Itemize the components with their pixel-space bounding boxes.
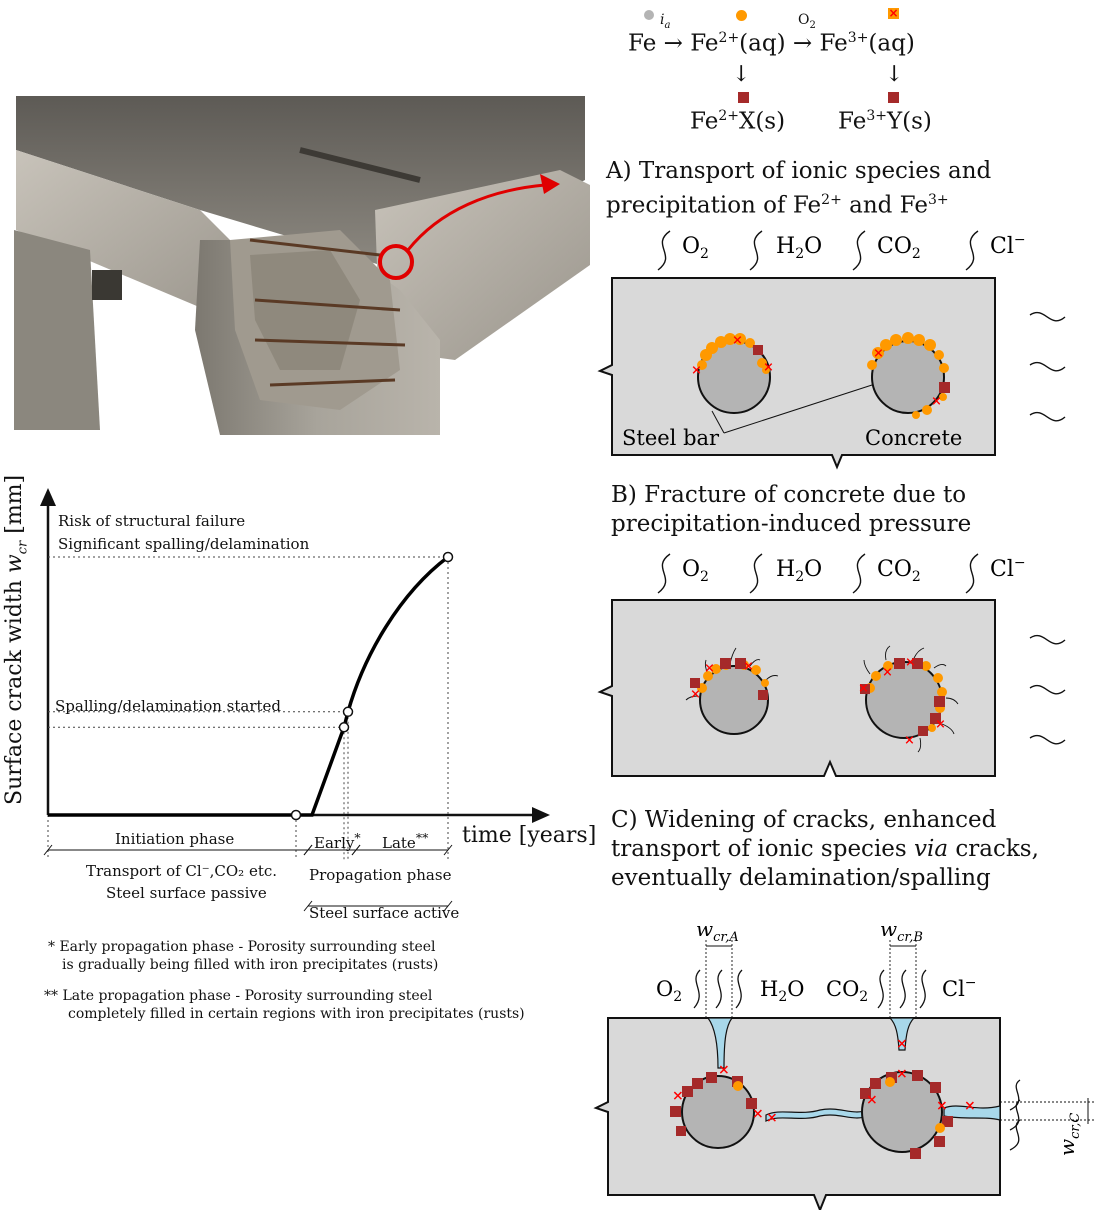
svg-text:×: ×	[858, 681, 869, 696]
flux-arrow-3	[852, 230, 866, 271]
svg-text:×: ×	[896, 1066, 908, 1082]
species-cl: Cl−	[990, 232, 1026, 259]
svg-text:×: ×	[905, 655, 916, 670]
svg-text:×: ×	[743, 659, 754, 674]
species-co2: CO2	[877, 234, 921, 262]
svg-text:Cl−: Cl−	[942, 975, 977, 1001]
curve-marker-1	[338, 722, 350, 733]
species-cl-b: Cl−	[990, 555, 1026, 582]
fe2-solid-square-icon	[738, 92, 749, 103]
curve-marker-0	[290, 809, 302, 821]
flux-arrow-4	[965, 230, 979, 271]
flux-arrow-1	[657, 230, 671, 271]
phase-early: Early*	[314, 830, 361, 852]
panel-a-diagram: O2 H2O CO2 Cl− × × × × × Steel bar Concrete	[597, 230, 1066, 470]
fe3-solid-label: Fe3+Y(s)	[838, 108, 932, 135]
side-flux-2	[1029, 362, 1066, 372]
reaction-line-1: Fe → Fe2+(aq) → Fe3+(aq)	[628, 30, 915, 57]
label-steel-bar: Steel bar	[622, 426, 720, 450]
svg-text:×: ×	[904, 733, 915, 748]
crack-width-chart	[40, 488, 550, 912]
panel-a-title: A) Transport of ionic species and precip…	[606, 158, 992, 219]
svg-text:×: ×	[766, 1110, 778, 1126]
initiation-phase-line-tick	[43, 844, 53, 856]
concrete-block	[597, 277, 996, 470]
svg-text:×: ×	[964, 1098, 976, 1114]
bridge-photo	[14, 96, 590, 435]
label-concrete: Concrete	[865, 426, 962, 450]
side-flux-3	[1029, 412, 1066, 422]
svg-text:CO2: CO2	[826, 977, 868, 1005]
x-axis-arrowhead	[532, 807, 550, 823]
svg-text:×: ×	[718, 1062, 730, 1078]
propagation-phase-line-tick	[443, 900, 453, 912]
y-axis-label: Surface crack width wcr [mm]	[2, 474, 31, 805]
fe-gray-dot-icon	[644, 10, 654, 20]
fe2-orange-dot-icon	[736, 10, 747, 21]
phase-late: Late**	[382, 830, 429, 852]
species-h2o: H2O	[776, 234, 822, 262]
fe3-marker-icon: ×	[888, 6, 899, 20]
svg-text:×: ×	[691, 363, 702, 378]
annotation-spalling-started: Spalling/delamination started	[55, 697, 282, 715]
o2-label: O2	[798, 12, 816, 31]
reaction-scheme: × ia O2 Fe → Fe2+(aq) → Fe3+(aq) ↓ ↓ Fe2…	[600, 0, 960, 150]
svg-text:×: ×	[672, 1088, 684, 1104]
svg-text:×: ×	[752, 1106, 764, 1122]
svg-text:×: ×	[763, 360, 774, 375]
svg-text:×: ×	[866, 1092, 878, 1108]
svg-text:H2O: H2O	[760, 977, 804, 1005]
fe2-solid-label: Fe2+X(s)	[690, 108, 786, 135]
propagation-phase-line-tick	[303, 900, 313, 912]
propagation-label: Propagation phase	[309, 866, 452, 884]
svg-text:×: ×	[896, 1036, 908, 1052]
fe3-solid-square-icon	[888, 92, 899, 103]
annotation-risk: Risk of structural failure	[58, 512, 246, 530]
panel-c-title: C) Widening of cracks, enhanced transpor…	[611, 807, 1039, 891]
footnote-early: * Early propagation phase - Porosity sur…	[48, 939, 439, 973]
phase-initiation: Initiation phase	[115, 830, 235, 848]
x-axis-label: time [years]	[462, 823, 597, 848]
early-phase-line-tick	[303, 844, 313, 856]
svg-text:×: ×	[882, 665, 893, 680]
species-h2o-b: H2O	[776, 557, 822, 585]
panel-b-diagram: O2 H2O CO2 Cl− × ×× ×××××	[597, 553, 1066, 777]
active-label: Steel surface active	[309, 904, 460, 922]
late-phase-line-tick	[443, 844, 453, 856]
species-co2-b: CO2	[877, 557, 921, 585]
species-o2-b: O2	[682, 557, 709, 585]
panel-b-title: B) Fracture of concrete due to precipita…	[611, 482, 972, 537]
svg-text:×: ×	[936, 1098, 948, 1114]
down-arrow-2: ↓	[885, 62, 904, 87]
ia-label: ia	[660, 12, 671, 31]
annotation-significant: Significant spalling/delamination	[58, 535, 310, 553]
transport-label: Transport of Cl⁻,CO₂ etc.	[86, 862, 278, 880]
down-arrow-1: ↓	[732, 62, 751, 87]
svg-text:×: ×	[732, 333, 743, 348]
svg-text:×: ×	[931, 394, 942, 409]
panel-c-diagram: wcr,A wcr,B O2 H2O CO2 Cl− ×× ×× ××× × ×	[593, 917, 1094, 1210]
curve-marker-2	[342, 706, 354, 718]
late-phase-line-tick	[351, 844, 361, 856]
crack-width-curve	[48, 555, 450, 817]
y-axis-arrowhead	[40, 488, 56, 506]
side-flux-1	[1029, 312, 1066, 322]
wcr-b-label: wcr,B	[880, 917, 923, 945]
svg-text:×: ×	[873, 346, 884, 361]
svg-text:×: ×	[935, 717, 946, 732]
svg-text:O2: O2	[656, 977, 682, 1005]
wcr-c-label: wcr,C	[1055, 1113, 1083, 1156]
svg-text:×: ×	[704, 661, 715, 676]
svg-text:×: ×	[690, 687, 701, 702]
flux-arrow-2	[749, 230, 763, 271]
passive-label: Steel surface passive	[106, 884, 267, 902]
footnote-late: ** Late propagation phase - Porosity sur…	[44, 988, 525, 1022]
species-o2: O2	[682, 234, 709, 262]
curve-marker-3	[442, 551, 454, 563]
